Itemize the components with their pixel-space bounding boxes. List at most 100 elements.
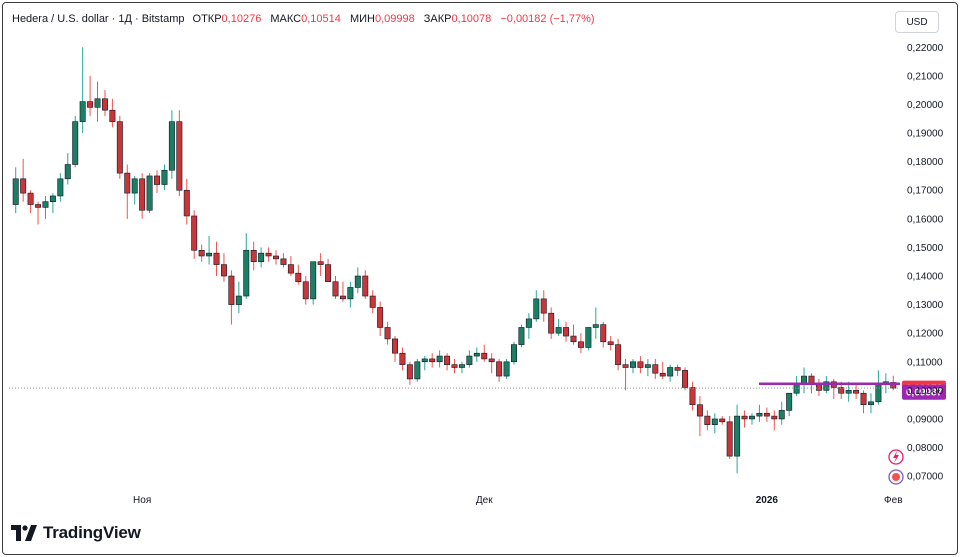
candle[interactable] xyxy=(875,370,882,405)
candle[interactable] xyxy=(607,336,614,351)
candle[interactable] xyxy=(332,276,339,299)
candle[interactable] xyxy=(555,318,562,337)
candle[interactable] xyxy=(191,210,198,259)
candle[interactable] xyxy=(265,247,272,262)
candle[interactable] xyxy=(243,233,250,299)
candle[interactable] xyxy=(830,378,837,399)
candle[interactable] xyxy=(399,347,406,371)
candle[interactable] xyxy=(711,413,718,434)
candle[interactable] xyxy=(667,364,674,382)
candle[interactable] xyxy=(168,110,175,179)
candle[interactable] xyxy=(12,167,19,214)
candle[interactable] xyxy=(183,178,190,225)
candle[interactable] xyxy=(644,358,651,377)
candle[interactable] xyxy=(429,353,436,368)
candle[interactable] xyxy=(94,81,101,122)
candle[interactable] xyxy=(719,416,726,425)
candle[interactable] xyxy=(511,341,517,365)
candle[interactable] xyxy=(220,253,227,282)
candle[interactable] xyxy=(778,401,785,425)
candle[interactable] xyxy=(734,404,741,474)
candle[interactable] xyxy=(577,333,584,354)
candle[interactable] xyxy=(682,367,689,391)
candle[interactable] xyxy=(362,270,369,299)
candle[interactable] xyxy=(496,358,503,382)
candle[interactable] xyxy=(384,321,391,345)
candle[interactable] xyxy=(689,381,696,411)
candle[interactable] xyxy=(630,358,636,374)
candle[interactable] xyxy=(377,301,384,337)
candle[interactable] xyxy=(726,416,733,459)
candle[interactable] xyxy=(139,173,146,219)
candle[interactable] xyxy=(42,195,49,219)
candle[interactable] xyxy=(317,253,324,277)
candle[interactable] xyxy=(176,110,183,196)
candle[interactable] xyxy=(466,350,473,368)
candle[interactable] xyxy=(421,356,428,371)
candle[interactable] xyxy=(815,378,822,397)
candle[interactable] xyxy=(451,358,458,374)
candle[interactable] xyxy=(146,173,153,214)
candle[interactable] xyxy=(622,358,629,391)
candle[interactable] xyxy=(548,307,555,339)
tradingview-logo[interactable]: TradingView xyxy=(11,523,141,543)
candle[interactable] xyxy=(600,321,607,348)
candle[interactable] xyxy=(258,247,265,268)
candle[interactable] xyxy=(533,290,540,322)
candle[interactable] xyxy=(756,404,763,422)
candle[interactable] xyxy=(570,324,577,345)
candle[interactable] xyxy=(860,390,867,414)
candle[interactable] xyxy=(518,324,525,348)
candle[interactable] xyxy=(154,170,160,194)
candle[interactable] xyxy=(79,47,86,134)
earnings-event-icon[interactable] xyxy=(888,469,904,485)
candle[interactable] xyxy=(793,376,800,397)
candle[interactable] xyxy=(131,175,138,205)
candle[interactable] xyxy=(57,173,64,202)
candle[interactable] xyxy=(540,290,547,322)
candle[interactable] xyxy=(72,115,79,168)
candle[interactable] xyxy=(786,392,793,417)
candle[interactable] xyxy=(310,261,317,305)
candle[interactable] xyxy=(49,193,56,214)
candle[interactable] xyxy=(867,393,874,414)
candle[interactable] xyxy=(280,253,287,268)
lightning-event-icon[interactable] xyxy=(888,449,904,465)
candle[interactable] xyxy=(488,353,495,374)
candle[interactable] xyxy=(458,361,465,374)
candle[interactable] xyxy=(339,281,346,302)
candle[interactable] xyxy=(585,327,592,351)
currency-button[interactable]: USD xyxy=(895,11,939,33)
candle[interactable] xyxy=(652,358,659,379)
candle[interactable] xyxy=(525,313,532,339)
candle[interactable] xyxy=(763,407,770,422)
candle[interactable] xyxy=(414,358,421,382)
candle[interactable] xyxy=(853,384,860,399)
candle[interactable] xyxy=(845,381,852,402)
candle[interactable] xyxy=(749,413,755,425)
candle[interactable] xyxy=(206,235,213,265)
candle[interactable] xyxy=(473,347,480,362)
candle[interactable] xyxy=(250,241,257,271)
candle[interactable] xyxy=(674,364,681,377)
candle[interactable] xyxy=(302,276,309,305)
symbol-title[interactable]: Hedera / U.S. dollar · 1Д · Bitstamp xyxy=(12,13,185,25)
candle[interactable] xyxy=(325,258,332,283)
candle[interactable] xyxy=(481,344,488,362)
candle[interactable] xyxy=(101,90,108,116)
candle[interactable] xyxy=(64,153,71,185)
candle[interactable] xyxy=(369,290,376,314)
candle[interactable] xyxy=(563,321,570,342)
candle[interactable] xyxy=(392,336,398,362)
candle[interactable] xyxy=(87,75,94,116)
candle[interactable] xyxy=(615,338,622,371)
candle[interactable] xyxy=(444,353,451,371)
candle[interactable] xyxy=(741,410,748,428)
candle[interactable] xyxy=(161,164,168,191)
candle[interactable] xyxy=(436,350,443,368)
candle[interactable] xyxy=(704,410,711,431)
candle[interactable] xyxy=(354,267,361,294)
candle[interactable] xyxy=(20,158,27,202)
candle[interactable] xyxy=(295,264,302,285)
candle[interactable] xyxy=(659,361,666,379)
